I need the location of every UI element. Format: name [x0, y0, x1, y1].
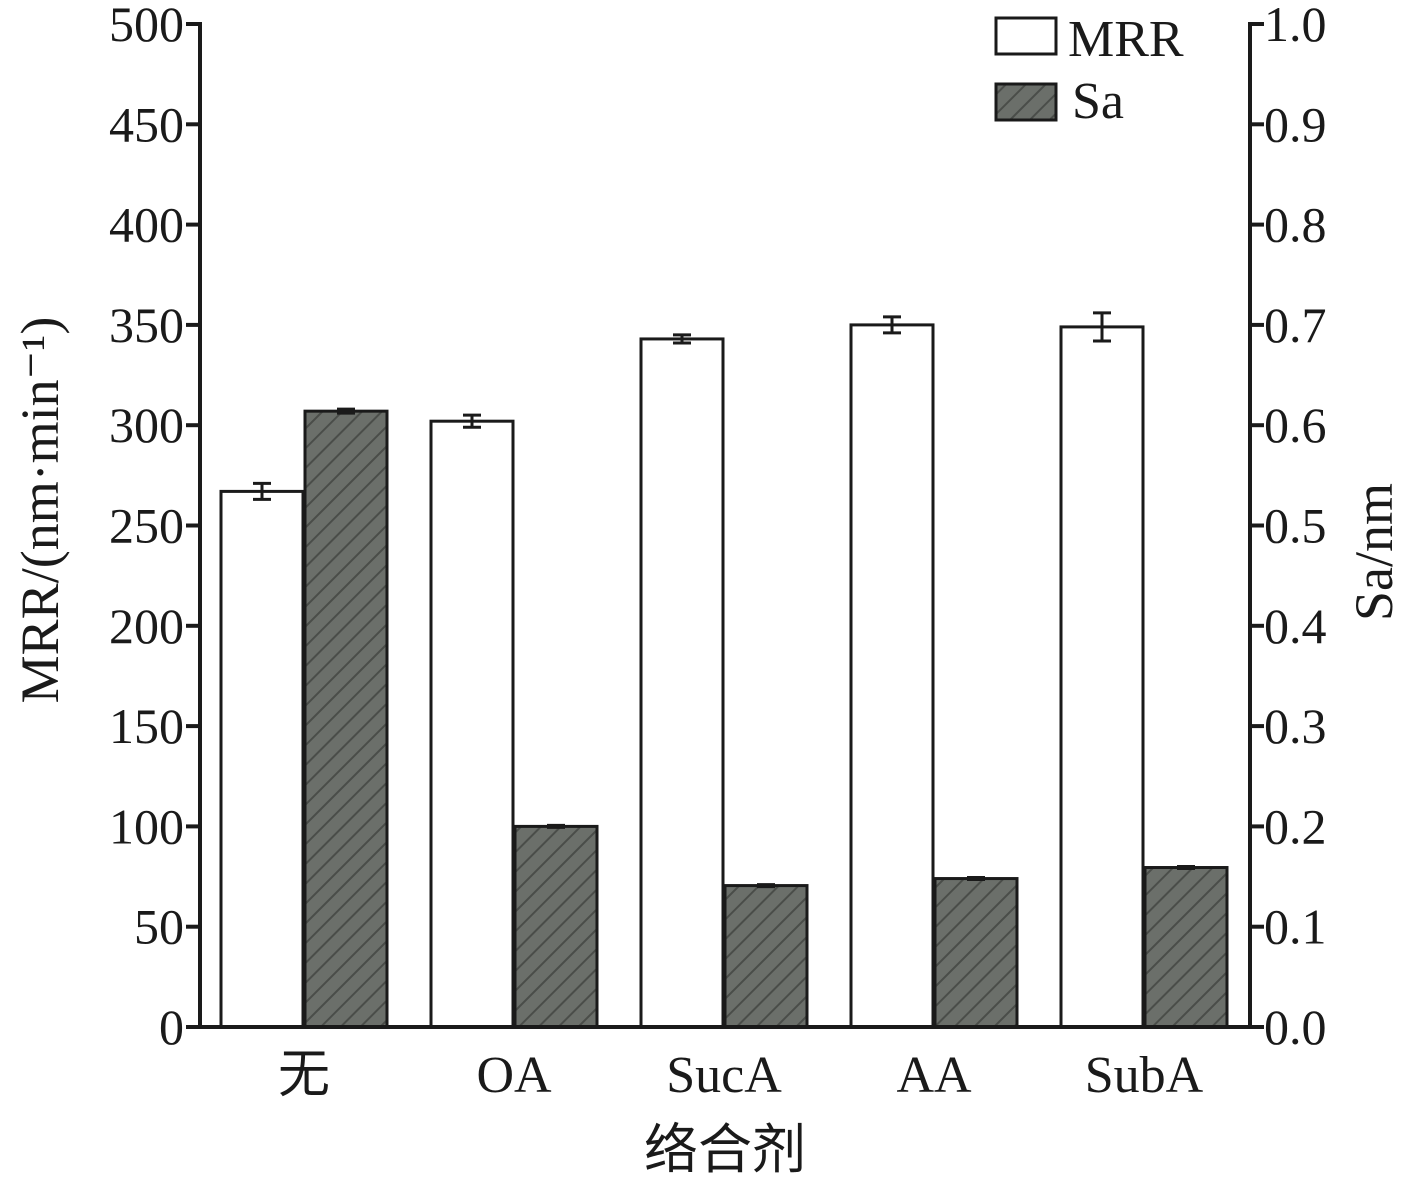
x-tick-label: OA [476, 1047, 552, 1104]
legend-swatch-mrr [994, 16, 1058, 56]
right-y-ticks: 0.0 0.1 0.2 0.3 0.4 0.5 0.6 0.7 0.8 0.9 1.0 [1250, 0, 1327, 1055]
left-tick-label: 300 [109, 397, 184, 453]
left-tick-label: 150 [109, 698, 184, 754]
bar-sa [1143, 866, 1229, 1029]
left-tick-label: 0 [159, 999, 184, 1055]
right-tick-label: 0.4 [1264, 598, 1327, 654]
right-tick-label: 0.1 [1264, 899, 1327, 955]
right-tick-label: 0.0 [1264, 999, 1327, 1055]
left-tick-label: 50 [134, 899, 184, 955]
left-tick-label: 250 [109, 498, 184, 554]
bar-sa [723, 884, 809, 1029]
right-y-axis-title: Sa/nm [1344, 483, 1404, 621]
right-tick-label: 1.0 [1264, 0, 1327, 52]
right-tick-label: 0.6 [1264, 397, 1327, 453]
left-y-axis-title: MRR/(nm·min⁻¹) [10, 317, 70, 704]
bars-layer [219, 323, 1229, 1029]
x-axis-title: 络合剂 [644, 1120, 806, 1180]
left-tick-label: 100 [109, 798, 184, 854]
bar-mrr [849, 323, 935, 1029]
right-tick-label: 0.7 [1264, 297, 1327, 353]
bar-sa [933, 877, 1019, 1029]
right-tick-label: 0.9 [1264, 96, 1327, 152]
right-tick-label: 0.5 [1264, 498, 1327, 554]
left-tick-label: 450 [109, 96, 184, 152]
right-tick-label: 0.8 [1264, 197, 1327, 253]
x-tick-label: 无 [278, 1047, 330, 1104]
right-tick-label: 0.3 [1264, 698, 1327, 754]
left-tick-label: 500 [109, 0, 184, 52]
left-tick-label: 350 [109, 297, 184, 353]
bar-mrr [639, 337, 725, 1029]
left-tick-label: 200 [109, 598, 184, 654]
error-bars-layer [253, 311, 1195, 889]
bar-sa [303, 409, 389, 1029]
x-tick-label: AA [896, 1047, 972, 1104]
x-tick-label: SubA [1085, 1047, 1204, 1104]
bar-sa [513, 824, 599, 1029]
right-tick-label: 0.2 [1264, 798, 1327, 854]
legend-label-sa: Sa [1072, 73, 1124, 130]
bar-mrr [1059, 325, 1145, 1029]
bar-mrr [219, 489, 305, 1029]
x-tick-labels: 无 OA SucA AA SubA [278, 1047, 1204, 1104]
left-tick-label: 400 [109, 197, 184, 253]
legend: MRR Sa [994, 11, 1184, 130]
legend-swatch-sa [994, 82, 1058, 122]
bar-mrr [429, 419, 515, 1029]
left-y-ticks: 0 50 100 150 200 250 300 350 400 450 500 [109, 0, 200, 1055]
x-tick-label: SucA [666, 1047, 782, 1104]
legend-label-mrr: MRR [1068, 11, 1184, 68]
